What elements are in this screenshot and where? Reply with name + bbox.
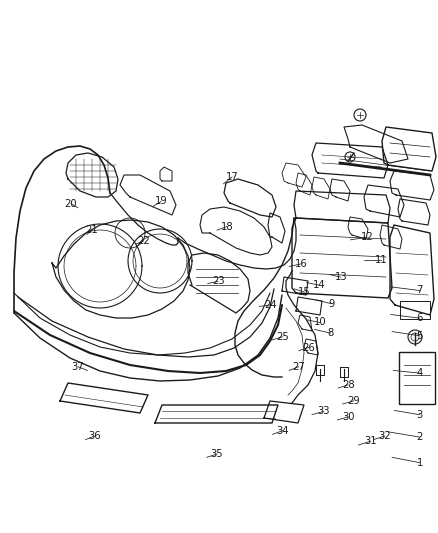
Text: 16: 16	[295, 259, 308, 269]
Text: 22: 22	[137, 236, 150, 246]
Text: 19: 19	[155, 197, 168, 206]
Text: 37: 37	[72, 362, 84, 372]
Text: 26: 26	[302, 343, 315, 352]
Text: 4: 4	[417, 368, 423, 378]
Text: 5: 5	[417, 331, 423, 341]
Text: 32: 32	[378, 431, 391, 441]
Text: 10: 10	[314, 318, 326, 327]
Text: 24: 24	[265, 300, 277, 310]
Text: 27: 27	[292, 362, 305, 372]
Text: 35: 35	[211, 449, 223, 459]
Text: 3: 3	[417, 410, 423, 419]
Text: 6: 6	[417, 313, 423, 323]
Text: 2: 2	[417, 432, 423, 442]
Text: 18: 18	[221, 222, 233, 231]
Text: 23: 23	[212, 277, 224, 286]
Text: 28: 28	[342, 380, 354, 390]
Text: 7: 7	[417, 286, 423, 295]
Text: 21: 21	[85, 225, 99, 235]
Text: 12: 12	[360, 232, 374, 242]
Text: 20: 20	[65, 199, 77, 208]
Text: 36: 36	[88, 431, 100, 441]
Text: 8: 8	[328, 328, 334, 338]
Text: 1: 1	[417, 458, 423, 467]
Text: 34: 34	[276, 426, 289, 435]
Text: 17: 17	[226, 172, 239, 182]
Text: 29: 29	[347, 396, 360, 406]
Text: 15: 15	[298, 287, 311, 297]
Text: 33: 33	[317, 407, 329, 416]
Text: 25: 25	[276, 332, 289, 342]
Text: 30: 30	[342, 412, 354, 422]
Text: 31: 31	[364, 437, 376, 446]
Text: 14: 14	[313, 280, 325, 290]
Bar	[400, 301, 430, 319]
Text: 9: 9	[329, 299, 335, 309]
Text: 13: 13	[335, 272, 347, 282]
Text: 11: 11	[374, 255, 388, 265]
